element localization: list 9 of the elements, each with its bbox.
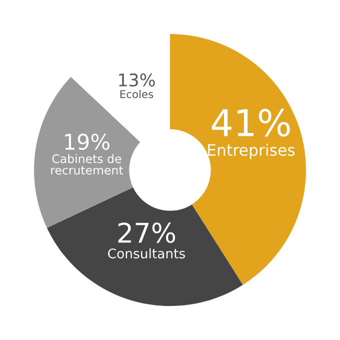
slice-label: Cabinets de recrutement <box>51 154 124 175</box>
data-label: 27% <box>118 222 176 244</box>
data-label: 19% <box>65 134 110 150</box>
slice-label: Consultants <box>108 248 185 258</box>
donut-slice <box>46 187 243 306</box>
data-label: 41% <box>212 108 290 137</box>
data-label: 13% <box>119 73 155 87</box>
slice-label: Entreprises <box>208 144 295 159</box>
slice-label: Ecoles <box>120 90 154 98</box>
